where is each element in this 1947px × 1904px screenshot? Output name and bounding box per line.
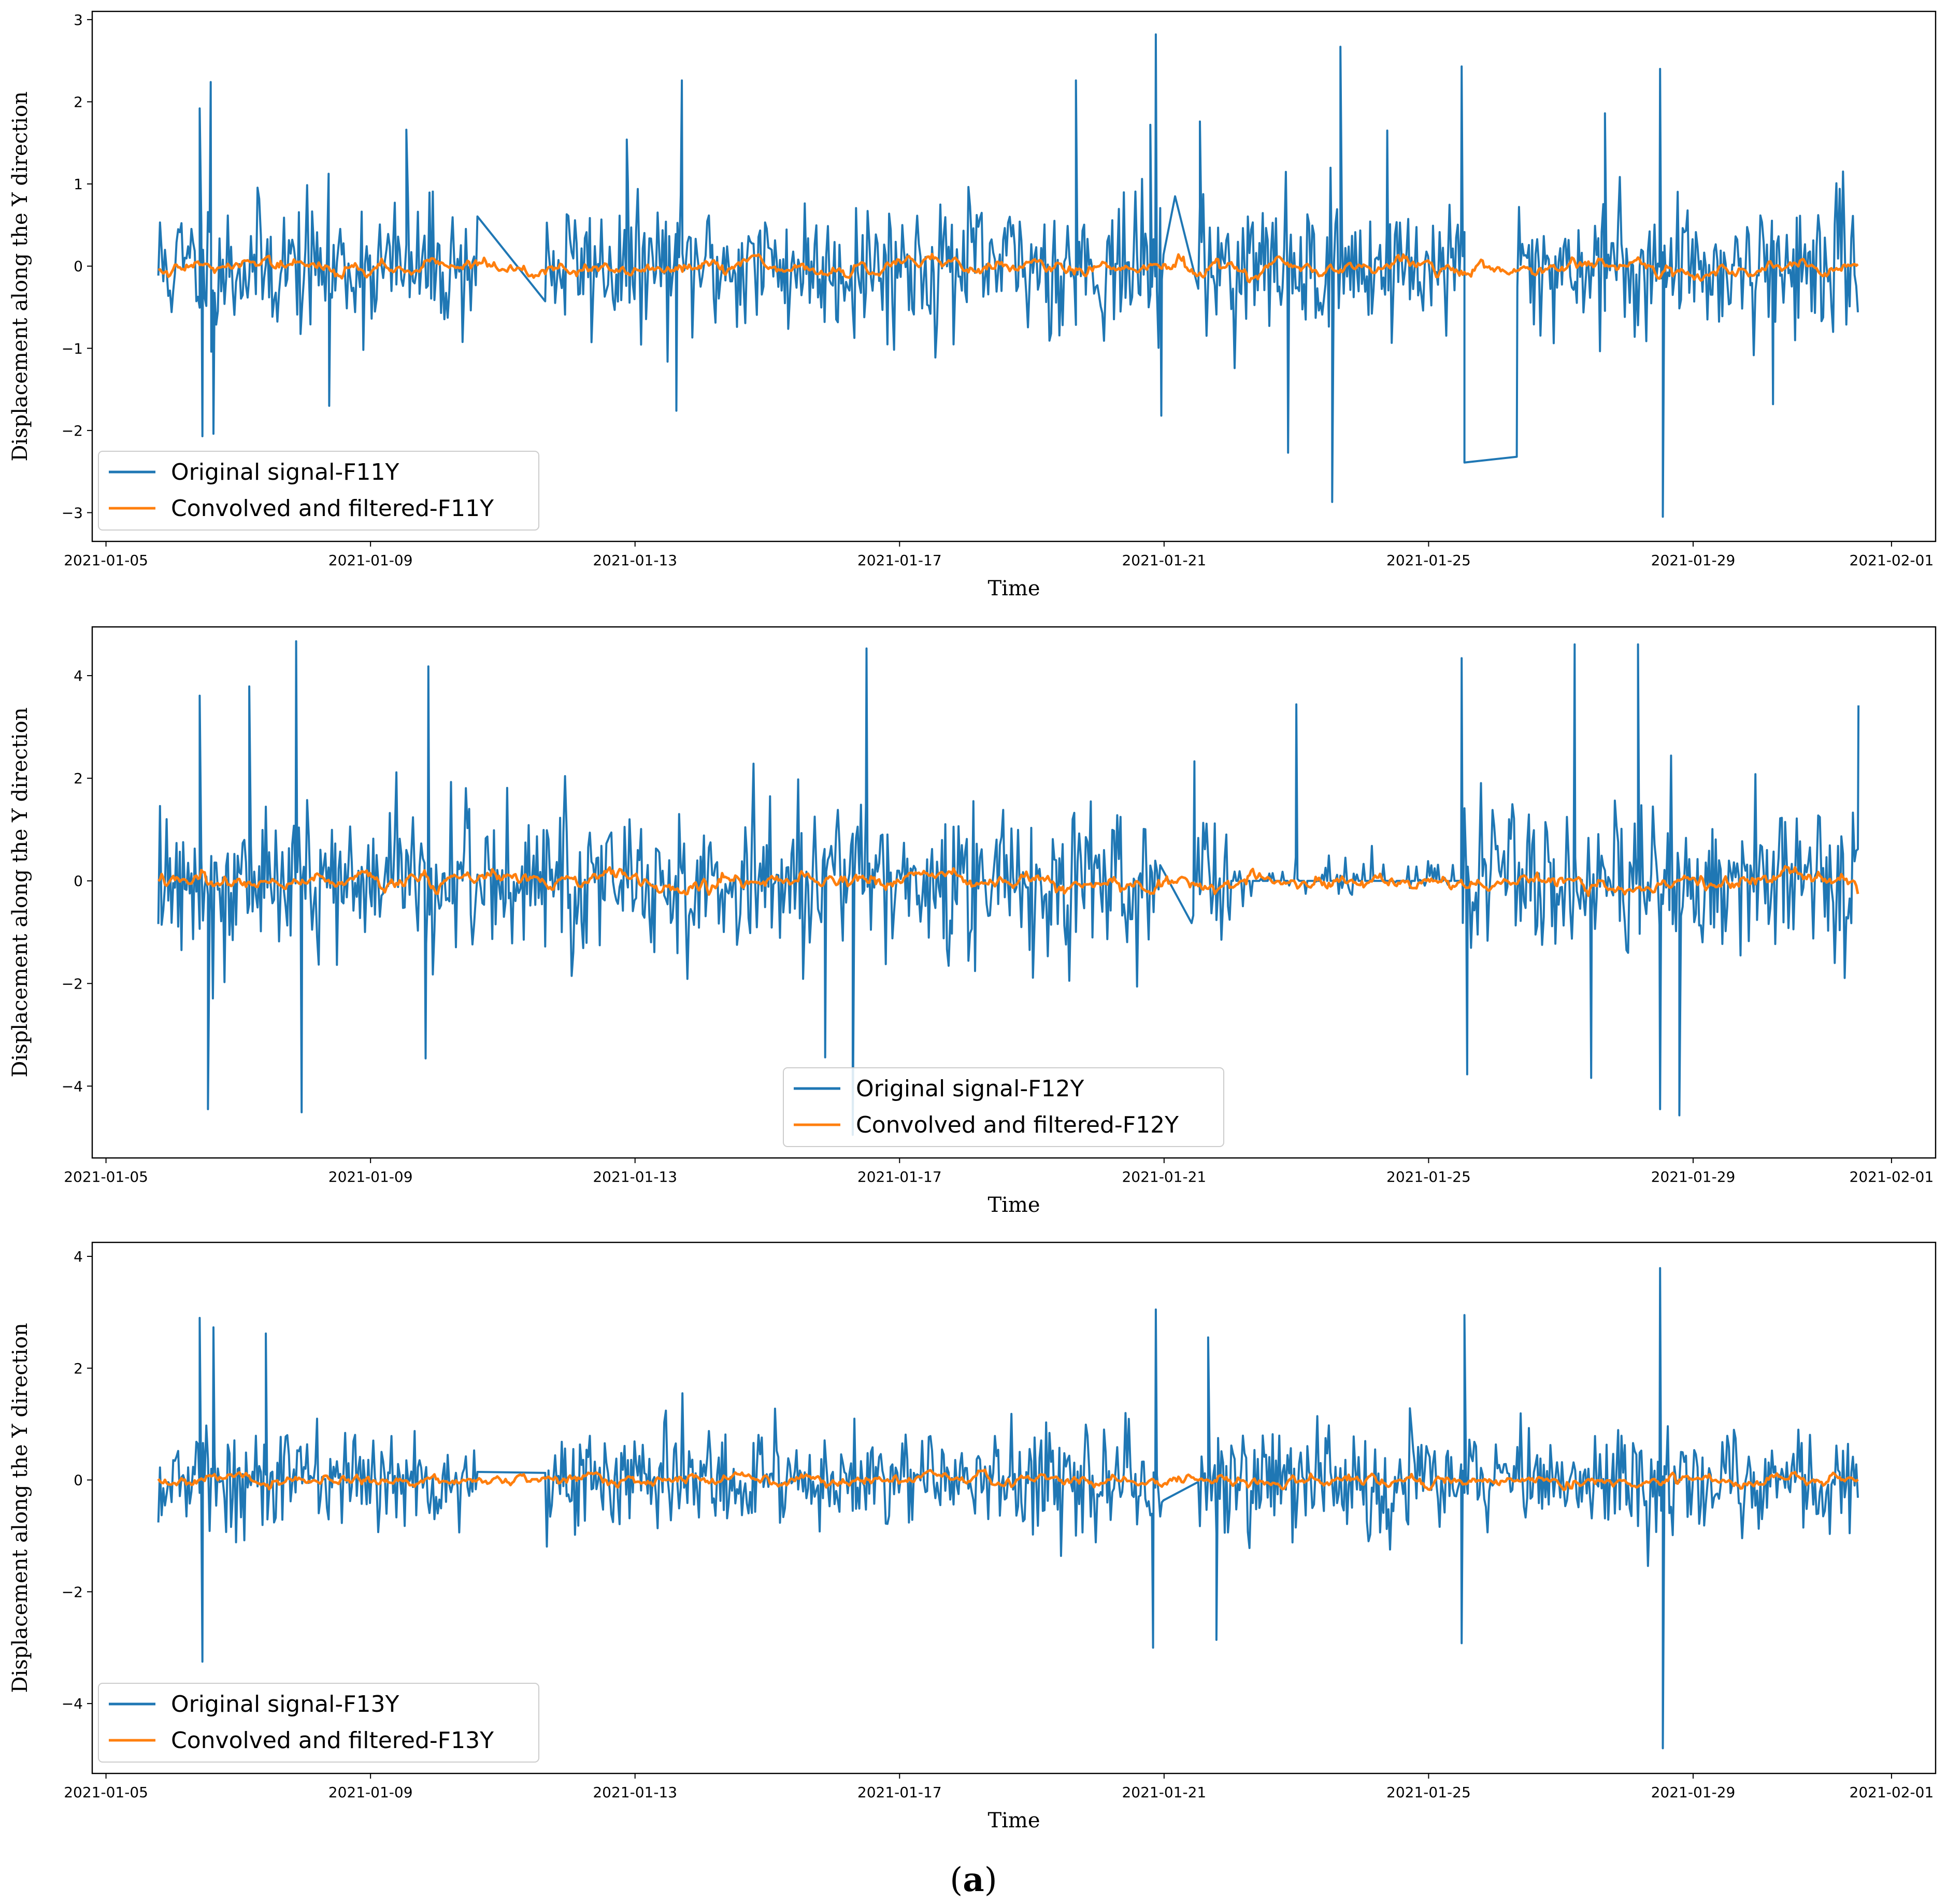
x-tick-label: 2021-01-09 <box>328 1784 413 1801</box>
y-tick-label: −4 <box>62 1695 83 1712</box>
legend-label-original: Original signal-F11Y <box>171 459 399 485</box>
y-tick-label: 3 <box>74 11 83 28</box>
legend: Original signal-F13Y Convolved and filter… <box>98 1683 539 1763</box>
legend-label-original: Original signal-F12Y <box>856 1076 1084 1102</box>
x-axis-label: Time <box>987 1809 1040 1833</box>
x-tick-label: 2021-01-05 <box>64 1784 148 1801</box>
chart-panel-1: −3 −2 −1 0 1 2 3 2021-01-05 2021-01-09 2021-01-13… <box>8 10 1937 600</box>
y-axis-label: Displacement along the Y direction <box>8 1323 32 1693</box>
y-axis-label: Displacement along the Y direction <box>8 91 32 461</box>
filtered-series-line-2 <box>157 865 1859 897</box>
x-tick-label: 2021-01-29 <box>1651 552 1736 569</box>
chart-panels: −3 −2 −1 0 1 2 3 2021-01-05 2021-01-09 2021-01-13… <box>8 10 1937 1833</box>
y-axis-label: Displacement along the Y direction <box>8 707 32 1077</box>
plot-area <box>157 1267 1859 1750</box>
x-tick-label: 2021-02-01 <box>1850 552 1934 569</box>
legend-box <box>98 1683 539 1763</box>
x-tick-label: 2021-01-09 <box>328 552 413 569</box>
x-tick-label: 2021-01-17 <box>857 1784 942 1801</box>
x-tick-label: 2021-01-05 <box>64 1168 148 1185</box>
x-tick-label: 2021-02-01 <box>1850 1168 1934 1185</box>
y-tick-label: −1 <box>62 340 83 357</box>
filtered-series-line-1 <box>158 252 1859 283</box>
y-tick-label: 0 <box>74 872 83 890</box>
x-tick-label: 2021-02-01 <box>1850 1784 1934 1801</box>
x-tick-label: 2021-01-05 <box>64 552 148 569</box>
y-tick-label: 2 <box>74 93 83 110</box>
y-tick-label: −3 <box>62 504 83 521</box>
y-tick-label: −2 <box>62 975 83 992</box>
x-tick-label: 2021-01-25 <box>1386 1784 1471 1801</box>
axes-frame <box>91 626 1937 1159</box>
x-axis-label: Time <box>987 1193 1040 1217</box>
figure-caption: (a) <box>950 1860 997 1899</box>
x-tick-label: 2021-01-17 <box>857 552 942 569</box>
axes-frame <box>91 10 1937 542</box>
y-tick-label: 0 <box>74 1472 83 1489</box>
x-tick-label: 2021-01-21 <box>1122 1168 1206 1185</box>
x-tick-label: 2021-01-25 <box>1386 1168 1471 1185</box>
x-tick-label: 2021-01-17 <box>857 1168 942 1185</box>
x-tick-label: 2021-01-25 <box>1386 552 1471 569</box>
filtered-series-line-3 <box>157 1468 1859 1492</box>
legend-label-filtered: Convolved and filtered-F12Y <box>856 1112 1179 1138</box>
caption-letter: a <box>963 1860 984 1899</box>
x-tick-label: 2021-01-13 <box>593 552 677 569</box>
y-tick-label: 2 <box>74 1360 83 1377</box>
legend: Original signal-F12Y Convolved and filter… <box>783 1067 1224 1147</box>
x-tick-label: 2021-01-29 <box>1651 1784 1736 1801</box>
legend-label-filtered: Convolved and filtered-F13Y <box>171 1727 494 1754</box>
x-tick-label: 2021-01-21 <box>1122 1784 1206 1801</box>
x-tick-label: 2021-01-09 <box>328 1168 413 1185</box>
original-series-line-3 <box>157 1267 1859 1750</box>
y-tick-label: 4 <box>74 1248 83 1265</box>
y-tick-label: 2 <box>74 770 83 787</box>
legend-box <box>783 1067 1224 1147</box>
legend-box <box>98 451 539 531</box>
original-series-line-1 <box>157 33 1859 518</box>
y-tick-label: 1 <box>74 176 83 193</box>
y-tick-label: 0 <box>74 258 83 275</box>
chart-panel-2: −4 −2 0 2 4 2021-01-05 2021-01-09 2021-01-13 202… <box>8 626 1937 1217</box>
y-tick-label: 4 <box>74 667 83 684</box>
caption-open: ( <box>950 1861 963 1899</box>
legend-label-filtered: Convolved and filtered-F11Y <box>171 495 494 522</box>
x-tick-label: 2021-01-13 <box>593 1168 677 1185</box>
y-tick-label: −2 <box>62 1583 83 1600</box>
caption-close: ) <box>984 1861 997 1899</box>
y-tick-label: −2 <box>62 422 83 439</box>
x-tick-label: 2021-01-13 <box>593 1784 677 1801</box>
x-axis-label: Time <box>987 577 1040 600</box>
x-tick-label: 2021-01-21 <box>1122 552 1206 569</box>
legend-label-original: Original signal-F13Y <box>171 1691 399 1717</box>
legend: Original signal-F11Y Convolved and filter… <box>98 451 539 531</box>
axes-frame <box>91 1241 1937 1774</box>
plot-area <box>157 33 1859 518</box>
chart-panel-3: −4 −2 0 2 4 2021-01-05 2021-01-09 2021-01-13 202… <box>8 1241 1937 1833</box>
y-tick-label: −4 <box>62 1078 83 1095</box>
x-tick-label: 2021-01-29 <box>1651 1168 1736 1185</box>
plot-area <box>157 640 1860 1136</box>
